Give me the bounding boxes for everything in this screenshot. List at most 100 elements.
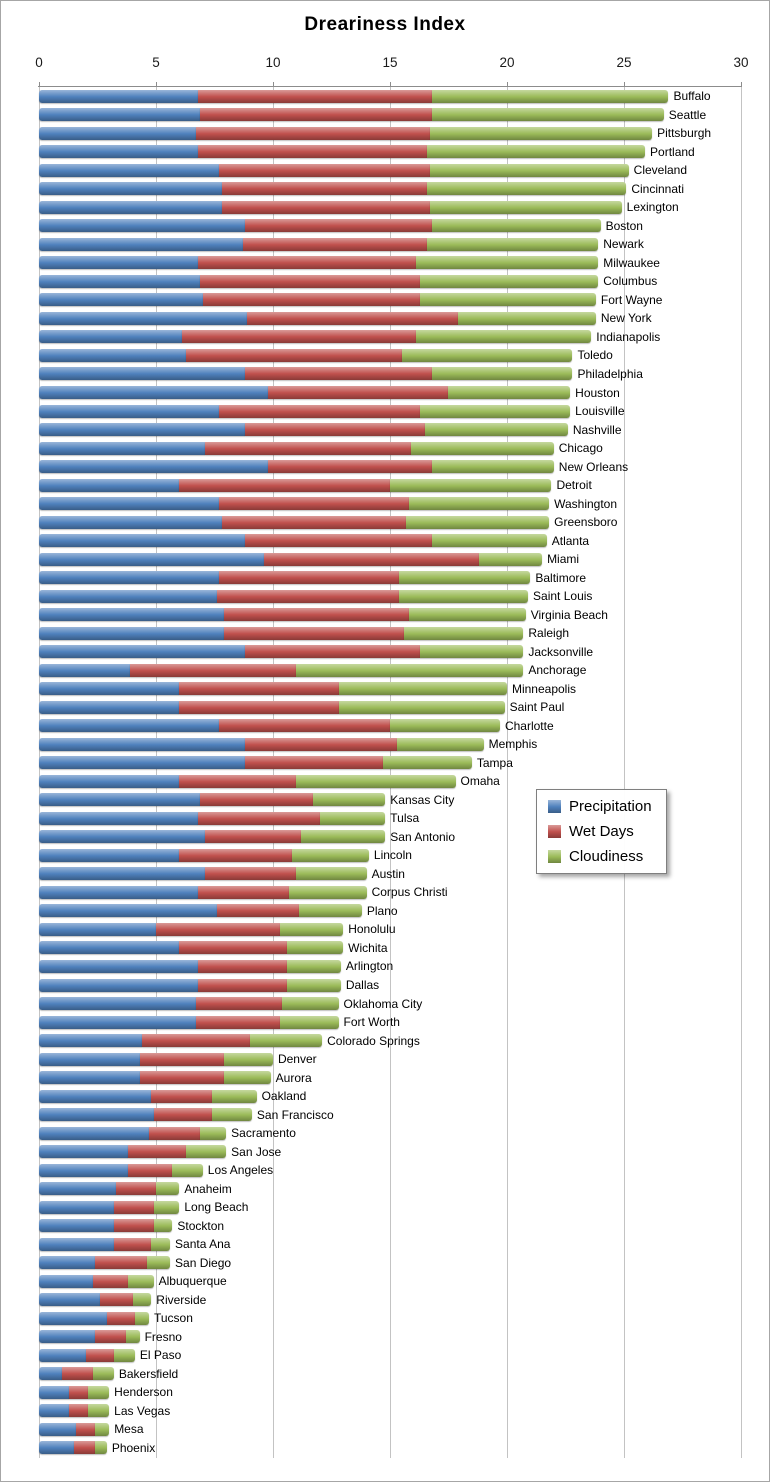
category-label: Minneapolis [511,681,577,696]
bar-segment-cloudiness [291,848,369,862]
category-label: Stockton [177,1218,225,1233]
gridline [507,87,508,1458]
bar-segment-precipitation [39,1256,96,1270]
category-label: Chicago [558,441,603,456]
bar-segment-wet-days [127,1163,173,1177]
bar-segment-wet-days [69,1385,89,1399]
category-label: New York [600,311,652,326]
bar-segment-cloudiness [134,1311,149,1325]
bar-segment-cloudiness [153,1200,180,1214]
gridline [741,87,742,1458]
category-label: Corpus Christi [371,885,448,900]
bar-segment-precipitation [39,89,199,103]
x-tick-mark [741,82,742,91]
bar-segment-wet-days [244,645,421,659]
bar-segment-cloudiness [427,237,599,251]
bar-segment-precipitation [39,848,180,862]
bar-row: Tampa [39,754,741,772]
gridline [156,87,157,1458]
category-label: Atlanta [551,533,590,548]
bar-segment-precipitation [39,1441,75,1455]
category-label: Baltimore [535,570,587,585]
bar-segment-wet-days [219,719,390,733]
bar-segment-precipitation [39,959,199,973]
bar-segment-wet-days [221,182,428,196]
bar-segment-precipitation [39,1293,100,1307]
bar-segment-cloudiness [298,904,362,918]
bar-segment-precipitation [39,1015,196,1029]
category-label: Newark [603,237,644,252]
bar-segment-precipitation [39,1385,70,1399]
category-label: Virginia Beach [530,607,608,622]
category-label: Louisville [575,404,625,419]
category-label: Raleigh [528,626,570,641]
bar-segment-precipitation [39,663,131,677]
bar-segment-wet-days [179,682,339,696]
category-label: Charlotte [504,718,554,733]
bar-segment-cloudiness [319,811,386,825]
bar-segment-precipitation [39,571,220,585]
bar-segment-wet-days [179,478,390,492]
bar-segment-cloudiness [420,645,524,659]
bar-segment-precipitation [39,1034,142,1048]
bar-segment-precipitation [39,552,264,566]
bar-row: Riverside [39,1291,741,1309]
bar-segment-cloudiness [397,737,484,751]
category-label: Fort Wayne [600,292,663,307]
bar-segment-wet-days [186,348,402,362]
bar-segment-cloudiness [92,1367,114,1381]
bar-segment-precipitation [39,1200,114,1214]
bar-segment-precipitation [39,830,206,844]
bar-segment-cloudiness [415,330,592,344]
bar-row: Pittsburgh [39,124,741,142]
bar-segment-wet-days [95,1256,147,1270]
bar-row: Colorado Springs [39,1032,741,1050]
bar-segment-precipitation [39,441,206,455]
bar-segment-cloudiness [432,89,669,103]
bar-row: New Orleans [39,458,741,476]
bar-segment-wet-days [179,700,339,714]
category-label: Denver [277,1052,317,1067]
gridline [624,87,625,1458]
bar-segment-cloudiness [389,478,552,492]
bar-row: Jacksonville [39,643,741,661]
legend-swatch-cloudiness [548,850,561,863]
bar-segment-wet-days [247,311,458,325]
bar-segment-precipitation [39,589,217,603]
bar-segment-wet-days [244,219,433,233]
category-label: Colorado Springs [327,1033,420,1048]
bar-segment-precipitation [39,515,222,529]
bar-segment-cloudiness [389,719,500,733]
bar-row: Wichita [39,939,741,957]
category-label: Lincoln [373,848,412,863]
category-label: Phoenix [111,1440,156,1455]
bar-segment-cloudiness [200,1126,227,1140]
category-label: Bakersfield [118,1366,179,1381]
bar-segment-cloudiness [427,145,646,159]
bar-row: Tucson [39,1309,741,1327]
category-label: Cleveland [633,163,688,178]
bar-segment-cloudiness [212,1108,252,1122]
bar-row: Lexington [39,198,741,216]
x-tick-mark [273,82,274,91]
bar-segment-precipitation [39,626,224,640]
category-label: Washington [554,496,618,511]
bar-segment-precipitation [39,256,199,270]
bar-segment-cloudiness [420,274,599,288]
bar-row: Mesa [39,1420,741,1438]
bar-row: Louisville [39,402,741,420]
bar-segment-precipitation [39,237,243,251]
bar-row: Baltimore [39,569,741,587]
bar-segment-wet-days [127,1145,187,1159]
bar-segment-cloudiness [95,1441,107,1455]
bar-segment-wet-days [99,1293,133,1307]
legend-swatch-wet-days [548,825,561,838]
bar-segment-precipitation [39,1274,93,1288]
bar-segment-wet-days [221,200,430,214]
bar-segment-cloudiness [287,941,344,955]
bar-segment-wet-days [195,126,430,140]
bar-segment-precipitation [39,311,248,325]
x-tick-label: 5 [152,55,160,70]
x-tick-label: 20 [499,55,515,70]
bar-segment-cloudiness [420,404,571,418]
